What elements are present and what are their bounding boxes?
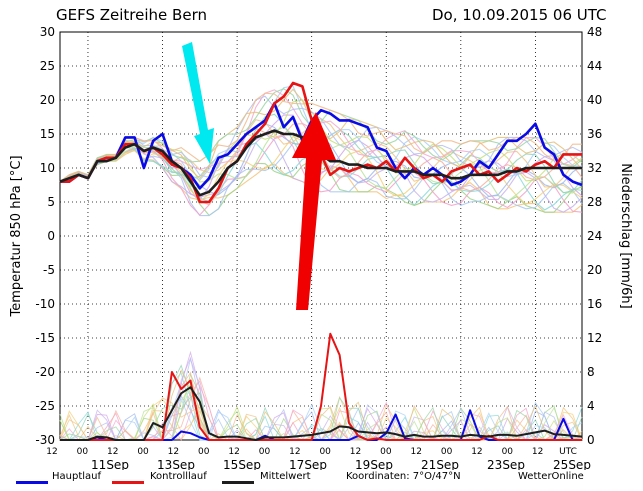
y-tick-label: 10 bbox=[40, 161, 55, 175]
legend-swatch-mean bbox=[222, 481, 254, 484]
cyan-arrow-shape bbox=[182, 42, 214, 164]
x-hour-label: 12 bbox=[350, 447, 361, 457]
x-hour-label: 12 bbox=[411, 447, 422, 457]
legend-main: Hauptlauf bbox=[52, 471, 102, 482]
red-arrow bbox=[292, 112, 336, 310]
x-date-label: 13Sep bbox=[157, 458, 195, 470]
x-date-label: 15Sep bbox=[223, 458, 261, 470]
y-tick-label: -25 bbox=[35, 399, 55, 413]
x-hour-label: 12 bbox=[289, 447, 300, 457]
y-tick-label: 25 bbox=[40, 59, 55, 73]
y-tick-label: 20 bbox=[40, 93, 55, 107]
y-tick-label: -10 bbox=[35, 297, 55, 311]
red-arrow-shape bbox=[292, 112, 336, 310]
y2-tick-label: 16 bbox=[587, 297, 602, 311]
legend-swatch-control bbox=[112, 481, 144, 484]
series-line-kontrolllauf-niederschlag bbox=[60, 332, 582, 441]
x-date-label: 19Sep bbox=[355, 458, 393, 470]
y-tick-label: -15 bbox=[35, 331, 55, 345]
series-line-mittelwert-niederschlag bbox=[60, 386, 583, 441]
legend: Hauptlauf Kontrolllauf Mittelwert Koordi… bbox=[0, 469, 643, 491]
y-tick-label: 5 bbox=[47, 195, 55, 209]
x-hour-label: 00 bbox=[137, 447, 149, 457]
x-hour-label: 12 bbox=[168, 447, 179, 457]
y2-tick-label: 24 bbox=[587, 229, 602, 243]
y2-tick-label: 8 bbox=[587, 365, 595, 379]
legend-brand: WetterOnline bbox=[518, 471, 584, 482]
legend-swatch-main bbox=[16, 481, 48, 484]
x-hour-label: 12 bbox=[471, 447, 482, 457]
y2-tick-label: 32 bbox=[587, 161, 602, 175]
y2-tick-label: 12 bbox=[587, 331, 602, 345]
y-tick-label: -30 bbox=[35, 433, 55, 447]
legend-control: Kontrolllauf bbox=[150, 471, 207, 482]
x-hour-label: 00 bbox=[319, 447, 331, 457]
x-hour-label: UTC bbox=[559, 447, 577, 457]
x-hour-label: 12 bbox=[107, 447, 118, 457]
series-line-hauptlauf bbox=[60, 102, 583, 190]
x-hour-label: 12 bbox=[228, 447, 239, 457]
y-tick-label: 15 bbox=[40, 127, 55, 141]
y2-tick-label: 48 bbox=[587, 25, 602, 39]
x-date-label: 25Sep bbox=[553, 458, 591, 470]
y-tick-label: -20 bbox=[35, 365, 55, 379]
x-date-label: 17Sep bbox=[289, 458, 327, 470]
x-hour-label: 00 bbox=[77, 447, 89, 457]
x-date-label: 23Sep bbox=[487, 458, 525, 470]
y2-tick-label: 44 bbox=[587, 59, 602, 73]
y2-tick-label: 4 bbox=[587, 399, 595, 413]
y2-tick-label: 20 bbox=[587, 263, 602, 277]
x-hour-label: 00 bbox=[502, 447, 514, 457]
x-date-label: 21Sep bbox=[421, 458, 459, 470]
x-hour-label: 00 bbox=[198, 447, 210, 457]
x-hour-label: 00 bbox=[259, 447, 271, 457]
ensemble-member-line bbox=[59, 88, 583, 183]
x-hour-label: 00 bbox=[441, 447, 453, 457]
x-hour-label: 12 bbox=[46, 447, 57, 457]
y-tick-label: 0 bbox=[47, 229, 55, 243]
y2-tick-label: 28 bbox=[587, 195, 602, 209]
y2-tick-label: 0 bbox=[587, 433, 595, 447]
x-hour-label: 00 bbox=[380, 447, 392, 457]
x-date-label: 11Sep bbox=[91, 458, 129, 470]
y2-axis-title: Niederschlag [mm/6h] bbox=[618, 163, 633, 308]
legend-coords: Koordinaten: 7°O/47°N bbox=[346, 471, 461, 482]
y-axis-title: Temperatur 850 hPa [°C] bbox=[9, 155, 24, 317]
chart-title: GEFS Zeitreihe Bern bbox=[56, 6, 207, 24]
y2-tick-label: 36 bbox=[587, 127, 602, 141]
y-tick-label: 30 bbox=[40, 25, 55, 39]
ensemble-member-precip-line bbox=[59, 383, 582, 441]
cyan-arrow bbox=[182, 42, 214, 164]
ensemble-member-precip-line bbox=[59, 371, 582, 441]
y2-tick-label: 40 bbox=[587, 93, 602, 107]
ensemble-member-line bbox=[59, 92, 582, 183]
legend-mean: Mittelwert bbox=[260, 471, 311, 482]
y-tick-label: -5 bbox=[43, 263, 55, 277]
run-date: Do, 10.09.2015 06 UTC bbox=[432, 6, 607, 24]
x-hour-label: 12 bbox=[532, 447, 543, 457]
